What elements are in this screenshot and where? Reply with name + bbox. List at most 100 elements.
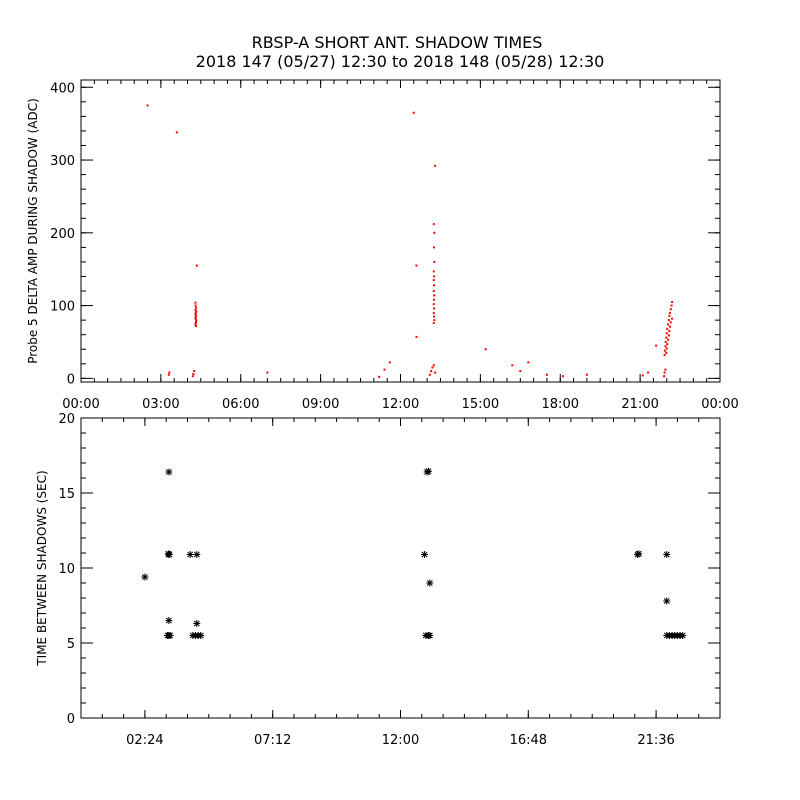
data-point	[484, 348, 487, 351]
data-point	[194, 317, 197, 320]
data-point	[665, 351, 668, 354]
data-point	[420, 551, 428, 558]
data-point	[585, 373, 588, 376]
data-point	[667, 338, 670, 341]
bottom-y-tick-label: 0	[67, 712, 75, 727]
data-point	[186, 551, 194, 558]
data-point	[668, 314, 671, 317]
data-point	[432, 303, 435, 306]
data-point	[193, 551, 201, 558]
top-y-tick-label: 0	[67, 372, 75, 387]
data-point	[168, 371, 171, 374]
data-point	[433, 315, 436, 318]
bottom-y-tick-label: 20	[58, 412, 75, 427]
top-x-tick-label: 12:00	[382, 397, 419, 412]
top-panel-ticks: 00:00 03:00 06:00 09:00 12:00 15:00 18:00 21:00…	[50, 80, 739, 412]
bottom-x-tick-label: 02:24	[126, 733, 163, 748]
data-point	[434, 164, 437, 167]
data-point	[432, 279, 435, 282]
data-point	[424, 467, 432, 475]
data-point	[432, 270, 435, 273]
data-point	[664, 368, 667, 371]
data-point	[415, 264, 418, 267]
data-point	[679, 632, 687, 639]
top-x-tick-label: 03:00	[142, 397, 179, 412]
bottom-panel-ylabel: TIME BETWEEN SHADOWS (SEC)	[35, 470, 49, 666]
data-point	[668, 311, 671, 314]
data-point	[195, 320, 198, 323]
chart-title: RBSP-A SHORT ANT. SHADOW TIMES	[252, 33, 543, 52]
data-point	[165, 468, 173, 476]
data-point	[193, 620, 201, 627]
data-point	[432, 223, 435, 226]
data-point	[667, 323, 670, 326]
data-point	[666, 343, 669, 346]
data-point	[433, 284, 436, 287]
top-y-tick-label: 200	[50, 227, 75, 242]
top-x-tick-label: 00:00	[701, 397, 738, 412]
data-point	[194, 311, 197, 314]
data-point	[194, 313, 197, 316]
data-point	[378, 375, 381, 378]
data-point	[193, 370, 196, 373]
data-point	[166, 632, 174, 639]
data-point	[432, 311, 435, 314]
data-point	[665, 336, 668, 339]
data-point	[433, 275, 436, 278]
data-point	[665, 332, 668, 335]
bottom-panel-points	[141, 467, 687, 639]
data-point	[426, 632, 434, 639]
data-point	[655, 344, 658, 347]
data-point	[432, 364, 435, 367]
data-point	[428, 373, 431, 376]
data-point	[670, 304, 673, 307]
data-point	[434, 371, 437, 374]
data-point	[663, 371, 666, 374]
data-point	[383, 368, 386, 371]
data-point	[647, 371, 650, 374]
data-point	[669, 321, 672, 324]
data-point	[195, 314, 198, 317]
data-point	[430, 370, 433, 373]
data-point	[194, 323, 197, 326]
data-point	[388, 361, 391, 364]
data-point	[191, 375, 194, 378]
data-point	[266, 371, 269, 374]
data-point	[194, 308, 197, 311]
top-x-tick-label: 18:00	[542, 397, 579, 412]
data-point	[641, 374, 644, 377]
data-point	[668, 330, 671, 333]
data-point	[519, 370, 522, 373]
data-point	[433, 231, 436, 234]
data-point	[432, 322, 435, 325]
data-point	[195, 324, 198, 327]
data-point	[165, 551, 173, 558]
bottom-y-tick-label: 10	[58, 562, 75, 577]
data-point	[197, 632, 205, 639]
top-y-tick-label: 100	[50, 300, 75, 315]
data-point	[663, 375, 666, 378]
top-panel-points	[146, 104, 674, 378]
data-point	[433, 260, 436, 263]
data-point	[663, 551, 671, 558]
top-y-tick-label: 400	[50, 81, 75, 96]
top-x-tick-label: 09:00	[302, 397, 339, 412]
data-point	[195, 319, 198, 322]
data-point	[666, 327, 669, 330]
data-point	[433, 246, 436, 249]
data-point	[663, 597, 671, 605]
top-panel-ylabel: Probe 5 DELTA AMP DURING SHADOW (ADC)	[26, 98, 40, 364]
data-point	[192, 372, 195, 375]
chart-subtitle: 2018 147 (05/27) 12:30 to 2018 148 (05/2…	[196, 52, 605, 71]
top-x-tick-label: 00:00	[62, 397, 99, 412]
data-point	[415, 335, 418, 338]
bottom-panel-ticks: 02:24 07:12 12:00 16:48 21:36 0 5 10 15 20	[58, 412, 721, 748]
bottom-panel: TIME BETWEEN SHADOWS (SEC) 02:24 07:12 12:…	[35, 412, 721, 748]
data-point	[545, 373, 548, 376]
top-x-tick-label: 15:00	[462, 397, 499, 412]
data-point	[664, 340, 667, 343]
data-point	[667, 319, 670, 322]
data-point	[663, 354, 666, 357]
